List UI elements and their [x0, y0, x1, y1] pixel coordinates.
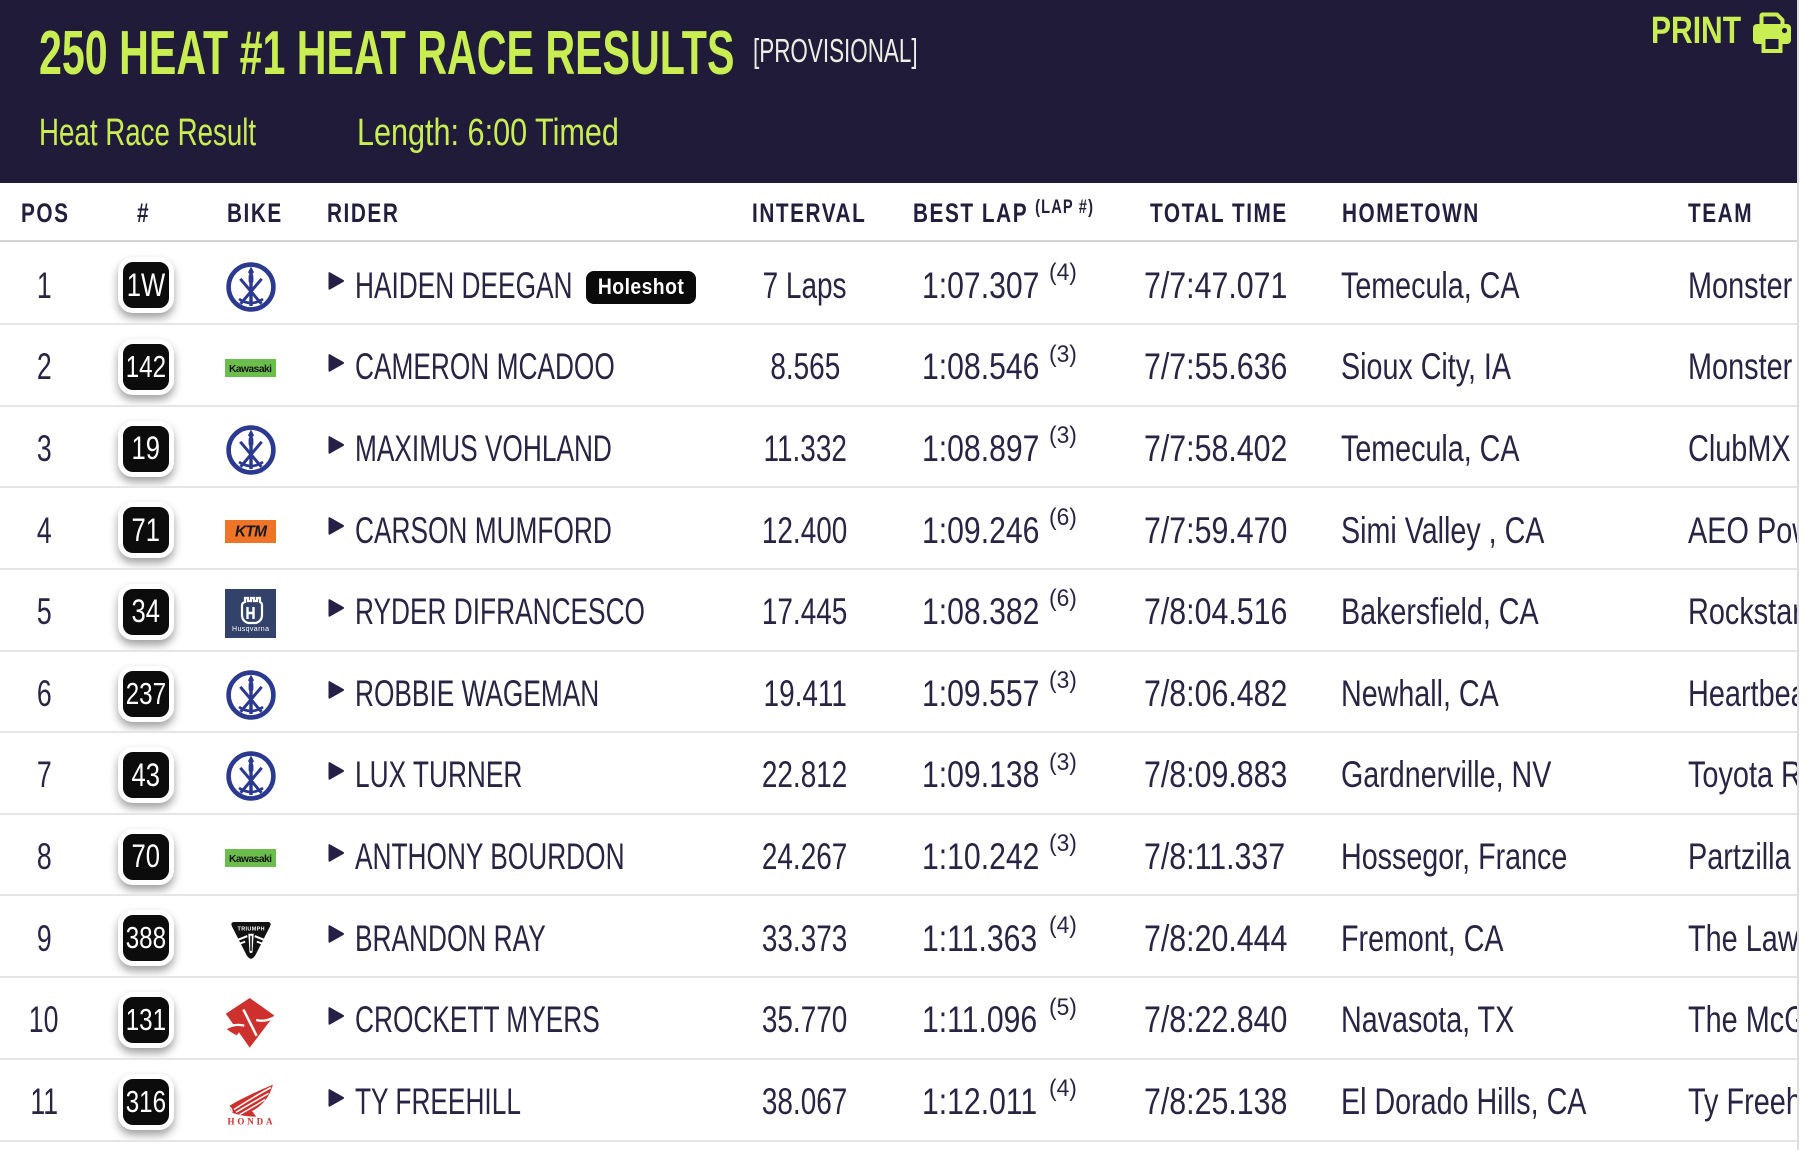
svg-text:TRIUMPH: TRIUMPH [237, 926, 264, 932]
svg-text:Kawasaki: Kawasaki [229, 854, 272, 865]
svg-text:Husqvarna: Husqvarna [232, 626, 269, 633]
svg-text:Kawasaki: Kawasaki [229, 364, 272, 375]
svg-text:HONDA: HONDA [228, 1117, 274, 1126]
svg-text:KTM: KTM [235, 524, 268, 541]
